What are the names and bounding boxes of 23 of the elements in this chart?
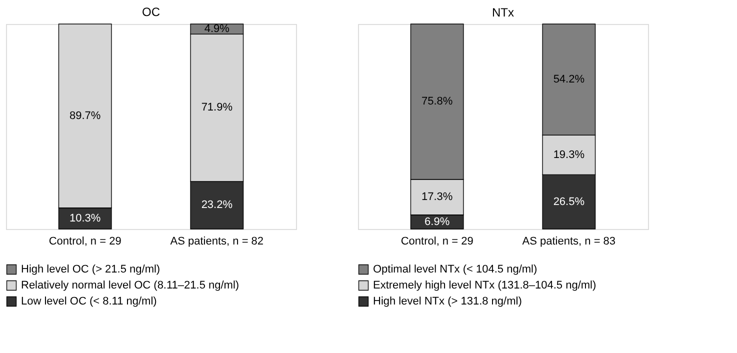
data-label: 23.2% (201, 199, 233, 212)
legend-label: Relatively normal level OC (8.11–21.5 ng/ml) (21, 280, 240, 292)
data-label: 75.8% (421, 96, 453, 108)
x-tick-label: Control, n = 29 (400, 236, 474, 248)
legend-label: Extremely high level NTx (131.8–104.5 ng/ml) (373, 280, 596, 292)
legend-label: High level OC (> 21.5 ng/ml) (21, 264, 160, 276)
data-label: 17.3% (421, 191, 453, 204)
data-label: 10.3% (69, 212, 101, 224)
legend-label: Optimal level NTx (< 104.5 ng/ml) (373, 264, 538, 276)
x-tick-label: Control, n = 29 (48, 236, 122, 248)
data-label: 89.7% (69, 110, 101, 122)
x-tick-label: AS patients, n = 83 (522, 236, 616, 248)
legend-label: High level NTx (> 131.8 ng/ml) (373, 296, 522, 308)
data-label: 6.9% (424, 216, 450, 228)
data-label: 54.2% (553, 74, 585, 86)
data-label: 19.3% (553, 148, 585, 161)
chart-title: OC (142, 5, 160, 20)
data-label: 4.9% (204, 23, 230, 36)
data-label: 26.5% (553, 196, 585, 208)
x-tick-label: AS patients, n = 82 (170, 236, 264, 248)
data-label: 71.9% (201, 102, 233, 114)
chart-title: NTx (492, 6, 514, 20)
legend-label: Low level OC (< 8.11 ng/ml) (21, 296, 157, 308)
